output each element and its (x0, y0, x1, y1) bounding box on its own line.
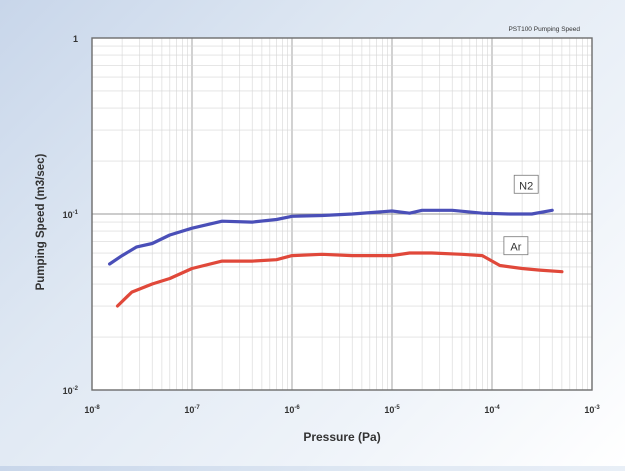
x-tick-label: 10-3 (584, 405, 600, 415)
y-tick-labels: 10-2 10-1 1 (63, 34, 79, 396)
series-label-text: Ar (510, 242, 521, 254)
series-labels: N2 Ar (503, 174, 539, 256)
series-line-n2 (108, 208, 554, 266)
x-axis-label: Pressure (Pa) (303, 430, 380, 444)
series-label-n2: N2 (513, 174, 539, 194)
series-label-box (503, 236, 529, 256)
series-label-text: N2 (519, 180, 533, 192)
chart-title: PST100 Pumping Speed (508, 26, 580, 33)
y-tick-label: 10-2 (63, 386, 79, 396)
series-line-ar (115, 251, 564, 308)
series-label-ar: Ar (503, 236, 529, 256)
x-tick-label: 10-6 (284, 405, 300, 415)
plot-frame (91, 37, 593, 391)
x-tick-label: 10-8 (84, 405, 100, 415)
x-tick-label: 10-7 (184, 405, 200, 415)
x-tick-label: 10-5 (384, 405, 400, 415)
y-axis-label: Pumping Speed (m3/sec) (35, 153, 47, 290)
y-tick-label: 1 (73, 34, 78, 44)
series-layer (108, 208, 564, 308)
x-tick-label: 10-4 (484, 405, 500, 415)
grid (91, 38, 592, 391)
x-tick-labels: 10-8 10-7 10-6 10-5 10-4 10-3 (84, 405, 600, 415)
y-tick-label: 10-1 (63, 210, 79, 220)
series-label-box (513, 174, 539, 194)
